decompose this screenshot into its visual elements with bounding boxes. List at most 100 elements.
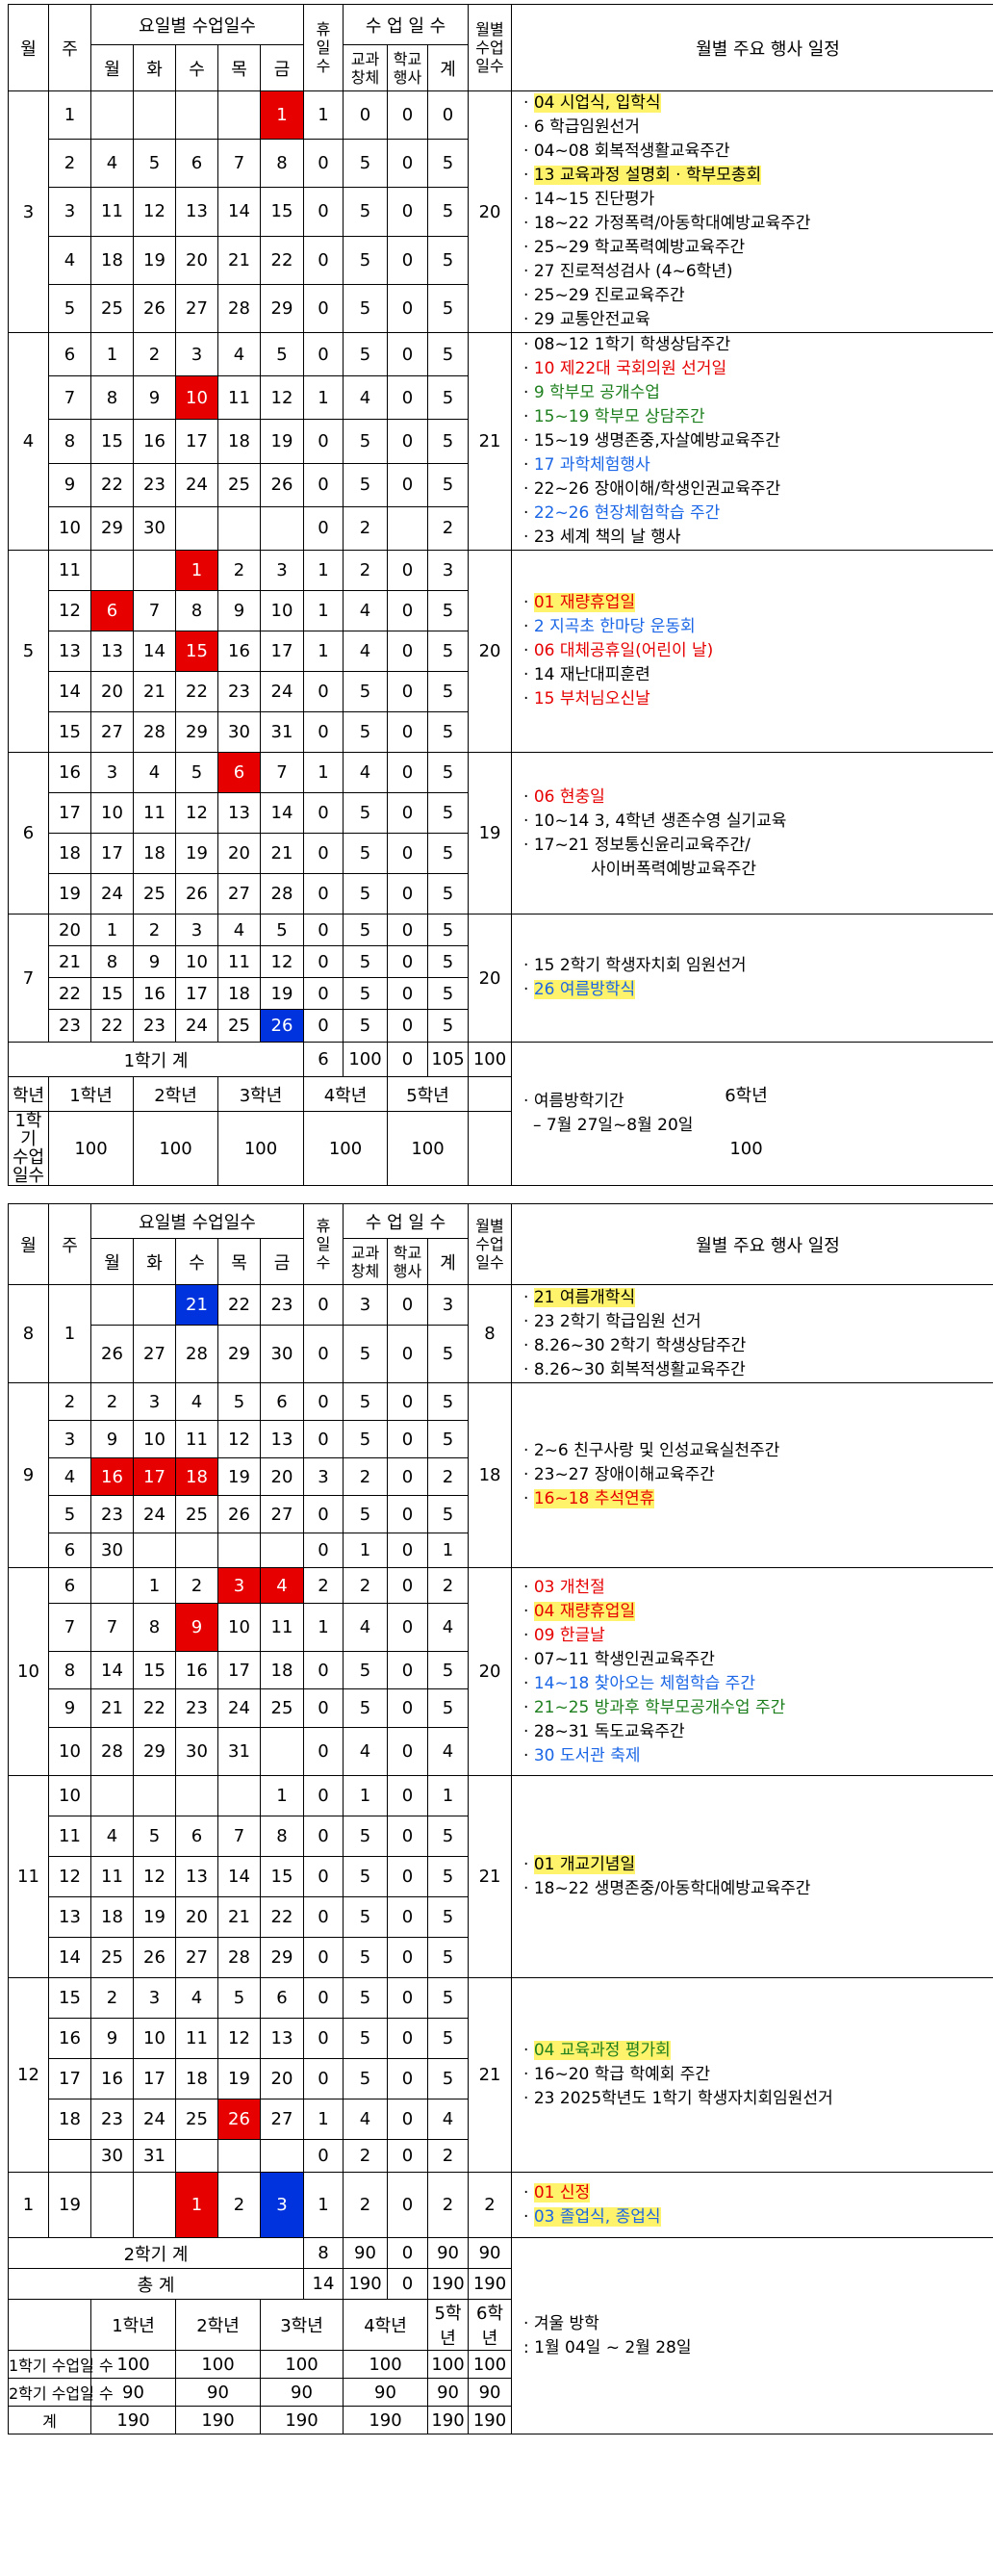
day-cell: 25 [176,1496,218,1533]
day-cell: 26 [134,284,176,332]
subject-activity-header: 교과 창체 [344,45,388,91]
day-cell: 15 [91,420,134,463]
total-holiday: 8 [304,2238,344,2269]
event-item: · 28~31 독도교육주간 [523,1720,993,1744]
subject-days: 3 [344,1285,388,1326]
class-days-header: 수 업 일 수 [344,5,469,45]
holiday-count: 3 [304,1458,344,1496]
monthly-days: 19 [469,753,512,914]
week-cell: 19 [49,2173,91,2238]
event-item: · 15 부처님오신날 [523,687,993,711]
day-cell: 30 [261,1326,304,1383]
subject-days: 4 [344,753,388,793]
monthly-days: 8 [469,1285,512,1383]
event-text: 14 재난대피훈련 [534,665,650,684]
holiday-count: 0 [304,672,344,712]
day-cell: 3 [176,333,218,376]
week-cell: 13 [49,631,91,672]
day-cell: 24 [261,672,304,712]
bullet: · [523,1698,534,1717]
bullet: · [523,1336,534,1355]
day-cell: 26 [261,1010,304,1043]
event-text: 08~12 1학기 학생상담주간 [534,335,730,354]
bullet: · [523,1722,534,1741]
vacation-title: 겨울 방학 [534,2314,599,2333]
event-item: · 14 재난대피훈련 [523,663,993,687]
day-cell: 2 [134,914,176,946]
week-total: 2 [428,2140,469,2173]
week-cell: 11 [49,551,91,591]
week-cell: 22 [49,978,91,1010]
day-cell: 11 [218,376,261,420]
month-cell: 11 [9,1776,49,1978]
day-cell: 2 [218,551,261,591]
grade-days: 190 [344,2407,428,2434]
grade-days: 190 [176,2407,261,2434]
grade-days: 100 [218,1112,304,1186]
week-total: 5 [428,2059,469,2099]
grade-name: 6학년 [469,2300,512,2351]
day-cell: 8 [261,1816,304,1857]
bullet: · [523,1465,534,1484]
day-cell: 4 [176,1383,218,1421]
holiday-count: 0 [304,1689,344,1728]
event-text: 17~21 정보통신윤리교육주간/ [534,836,751,855]
bullet: · [523,1602,534,1621]
day-cell: 29 [91,506,134,550]
week-cell: 10 [49,1728,91,1776]
thu-header: 목 [218,45,261,91]
day-cell: 6 [176,1816,218,1857]
wed-header: 수 [176,45,218,91]
day-cell: 10 [218,1604,261,1652]
grade-days: 90 [428,2379,469,2407]
grand-event: 0 [388,2269,428,2300]
bullet: · [523,2207,534,2227]
vacation-range: : 1월 04일 ~ 2월 28일 [523,2336,993,2360]
event-days: 0 [388,333,428,376]
day-cell: 3 [134,1383,176,1421]
day-cell: 18 [176,2059,218,2099]
subject-days: 5 [344,1816,388,1857]
day-cell: 1 [91,914,134,946]
day-cell: 9 [218,591,261,631]
event-text: 2~6 친구사랑 및 인성교육실천주간 [534,1441,779,1460]
day-cell [218,91,261,140]
week-total: 5 [428,753,469,793]
holiday-count: 0 [304,2059,344,2099]
day-cell [176,91,218,140]
bullet: · [523,1855,534,1874]
bullet: · [523,310,534,329]
event-text: 18~22 가정폭력/아동학대예방교육주간 [534,214,811,233]
day-cell: 25 [176,2099,218,2140]
bullet: · [523,1626,534,1645]
day-cell: 17 [176,420,218,463]
day-cell: 25 [218,1010,261,1043]
event-item: · 8.26~30 2학기 학생상담주간 [523,1334,993,1358]
day-cell: 30 [91,2140,134,2173]
grand-holiday: 14 [304,2269,344,2300]
week-total: 5 [428,946,469,978]
week-row: 8 1 21 22 23 0 3 0 3 8 · 21 여름개학식 · 23 2학기 학급임원 선거 ·… [9,1285,993,1326]
total-monthly: 100 [469,1043,512,1077]
week-total: 4 [428,2099,469,2140]
events-header: 월별 주요 행사 일정 [512,1204,993,1285]
day-cell: 12 [218,2019,261,2059]
day-cell [176,2140,218,2173]
week-total: 5 [428,591,469,631]
event-item: · 06 대체공휴일(어린이 날) [523,639,993,663]
week-total: 5 [428,1010,469,1043]
day-cell: 4 [218,914,261,946]
day-cell [218,1776,261,1816]
week-row: 5 11 1 2 3 1 2 0 3 20 · 01 재량휴업일 · 2 지곡초 한마당 운동회 · 0… [9,551,993,591]
day-cell: 31 [218,1728,261,1776]
event-item: · 18~22 생명존중/아동학대예방교육주간 [523,1877,993,1901]
day-cell: 1 [91,333,134,376]
day-cell: 28 [176,1326,218,1383]
day-cell: 27 [261,2099,304,2140]
day-cell: 5 [218,1383,261,1421]
day-cell: 4 [261,1568,304,1604]
grade-days: 190 [428,2407,469,2434]
week-cell: 1 [49,1285,91,1383]
event-item: · 9 학부모 공개수업 [523,381,993,405]
grade-name: 4학년 [344,2300,428,2351]
